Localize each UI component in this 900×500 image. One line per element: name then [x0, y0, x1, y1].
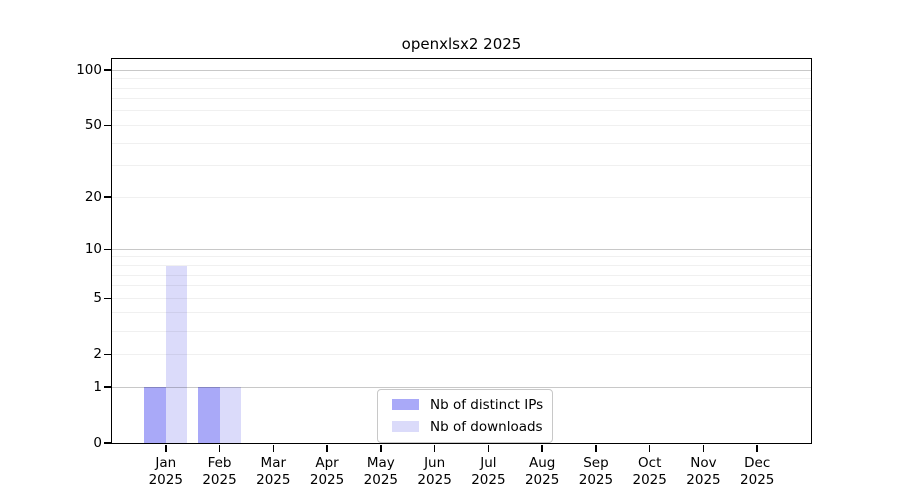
y-tick — [103, 386, 111, 388]
legend-swatch-downloads — [392, 421, 419, 432]
y-gridline-minor — [112, 265, 811, 266]
y-tick-label: 1 — [93, 379, 102, 395]
bar-downloads-feb — [219, 387, 242, 443]
x-tick — [541, 444, 543, 452]
x-tick-year: 2025 — [256, 471, 291, 488]
y-gridline-minor — [112, 353, 811, 355]
x-tick — [326, 444, 328, 452]
bar-distinct-ips-feb — [198, 387, 220, 443]
y-gridline-minor — [112, 312, 811, 314]
x-tick — [272, 444, 275, 452]
x-tick-label: Apr 2025 — [297, 455, 357, 488]
y-gridline-major — [112, 69, 811, 71]
x-tick-month: Jan — [155, 455, 177, 471]
y-gridline-minor — [112, 124, 811, 126]
x-tick-label: Oct 2025 — [620, 455, 680, 488]
x-tick-year: 2025 — [524, 471, 560, 488]
legend-label-downloads: Nb of downloads — [430, 418, 543, 435]
x-tick — [487, 444, 490, 452]
bar-distinct-ips-jan — [144, 387, 166, 443]
y-gridline-minor — [112, 87, 811, 89]
y-tick-label: 10 — [84, 241, 102, 258]
y-tick — [103, 297, 111, 299]
x-tick-label: Sep 2025 — [566, 455, 626, 488]
x-tick-year: 2025 — [202, 471, 237, 488]
x-tick-year: 2025 — [740, 471, 775, 488]
y-tick-label: 2 — [93, 346, 102, 363]
legend-label-distinct-ips: Nb of distinct IPs — [430, 396, 544, 413]
y-gridline-minor — [112, 98, 811, 100]
y-gridline-minor — [112, 165, 811, 167]
bar-downloads-jan — [165, 265, 188, 443]
x-tick-year: 2025 — [148, 471, 183, 488]
y-tick — [103, 69, 111, 71]
y-tick — [103, 124, 111, 127]
x-tick-month: Oct — [638, 455, 662, 471]
x-tick — [648, 444, 651, 452]
x-tick — [380, 444, 382, 452]
y-gridline-minor — [112, 297, 811, 299]
x-tick-year: 2025 — [578, 471, 614, 488]
x-tick-month: Nov — [690, 455, 717, 471]
y-gridline-minor — [112, 78, 811, 80]
x-tick-month: Feb — [207, 455, 232, 471]
x-tick-year: 2025 — [417, 471, 452, 488]
y-tick-label: 50 — [84, 117, 102, 134]
y-tick-label: 100 — [76, 62, 102, 79]
y-gridline-major — [112, 248, 811, 250]
y-tick-label: 20 — [84, 189, 102, 206]
x-tick-label: Jul 2025 — [458, 455, 518, 488]
y-tick-label: 5 — [93, 290, 102, 307]
plot-area: Nb of distinct IPs Nb of downloads 0 1 2 5 1… — [76, 58, 812, 488]
x-tick-month: Sep — [583, 455, 609, 471]
x-tick-month: May — [366, 455, 395, 471]
x-tick-label: May 2025 — [351, 455, 411, 488]
x-tick-label: Aug 2025 — [512, 455, 572, 488]
y-gridline-minor — [112, 274, 811, 276]
legend-item-distinct-ips: Nb of distinct IPs — [385, 395, 543, 414]
x-tick-label: Feb 2025 — [190, 455, 250, 488]
x-tick-month: Jul — [480, 455, 497, 471]
x-tick — [165, 444, 167, 452]
x-tick-year: 2025 — [363, 471, 399, 488]
y-gridline-minor — [112, 285, 811, 287]
x-tick-month: Aug — [528, 455, 556, 471]
x-tick-year: 2025 — [686, 471, 721, 488]
x-tick — [756, 444, 758, 452]
x-tick-label: Jan 2025 — [136, 455, 196, 488]
x-tick-year: 2025 — [471, 471, 506, 488]
x-tick-label: Dec 2025 — [727, 455, 787, 488]
x-tick-label: Mar 2025 — [243, 455, 303, 488]
legend: Nb of distinct IPs Nb of downloads — [377, 389, 554, 443]
y-gridline-minor — [112, 256, 811, 258]
x-tick-month: Mar — [260, 455, 287, 471]
y-tick-label: 0 — [93, 435, 102, 451]
y-tick — [103, 353, 111, 355]
x-tick-label: Jun 2025 — [405, 455, 465, 488]
y-gridline-minor — [112, 196, 811, 198]
y-tick — [103, 442, 111, 444]
x-tick-month: Apr — [315, 455, 339, 471]
x-tick-year: 2025 — [309, 471, 345, 488]
legend-swatch-distinct-ips — [392, 399, 419, 410]
y-gridline-minor — [112, 330, 811, 332]
chart-title: openxlsx2 2025 — [401, 35, 522, 53]
x-tick-year: 2025 — [632, 471, 667, 488]
x-tick-month: Dec — [744, 455, 771, 471]
x-tick — [595, 444, 597, 452]
x-tick-month: Jun — [424, 455, 446, 471]
y-tick — [103, 196, 111, 198]
x-tick — [433, 444, 436, 452]
y-gridline-minor — [112, 142, 811, 144]
x-tick — [702, 444, 705, 452]
y-tick — [103, 248, 111, 251]
x-tick-label: Nov 2025 — [673, 455, 733, 488]
x-tick — [218, 444, 221, 452]
y-gridline-minor — [112, 110, 811, 112]
legend-item-downloads: Nb of downloads — [385, 417, 543, 436]
